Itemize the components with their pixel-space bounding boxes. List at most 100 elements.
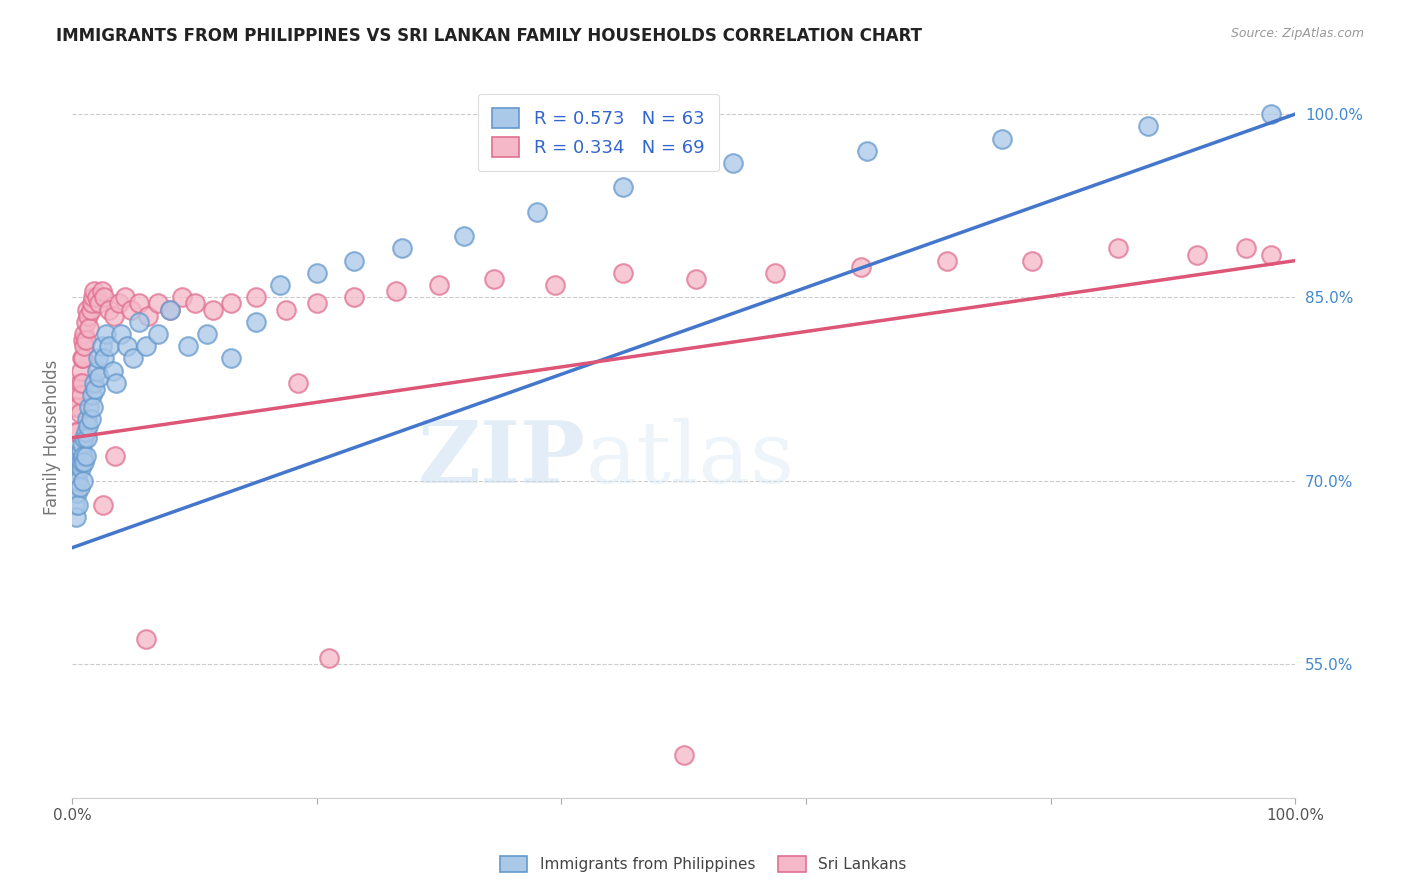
Point — [612, 180, 634, 194]
Text: Source: ZipAtlas.com: Source: ZipAtlas.com — [1230, 27, 1364, 40]
Point — [75, 315, 97, 329]
Point — [128, 315, 150, 329]
Point — [105, 376, 128, 390]
Point — [89, 296, 111, 310]
Point — [75, 425, 97, 439]
Point — [67, 498, 90, 512]
Point — [75, 449, 97, 463]
Point — [103, 309, 125, 323]
Point — [72, 351, 94, 366]
Point — [65, 401, 87, 415]
Point — [69, 388, 91, 402]
Point — [172, 290, 194, 304]
Point — [849, 260, 872, 274]
Point — [159, 302, 181, 317]
Point — [70, 376, 93, 390]
Point — [66, 455, 89, 469]
Point — [62, 480, 84, 494]
Point — [80, 388, 103, 402]
Point — [342, 253, 364, 268]
Point — [114, 290, 136, 304]
Point — [136, 309, 159, 323]
Text: IMMIGRANTS FROM PHILIPPINES VS SRI LANKAN FAMILY HOUSEHOLDS CORRELATION CHART: IMMIGRANTS FROM PHILIPPINES VS SRI LANKA… — [56, 27, 922, 45]
Point — [73, 455, 96, 469]
Point — [544, 278, 567, 293]
Point — [75, 333, 97, 347]
Point — [66, 485, 89, 500]
Point — [69, 376, 91, 390]
Point — [990, 131, 1012, 145]
Point — [67, 449, 90, 463]
Point — [73, 431, 96, 445]
Point — [201, 302, 224, 317]
Point — [146, 326, 169, 341]
Point — [146, 296, 169, 310]
Point — [1187, 247, 1209, 261]
Point — [90, 339, 112, 353]
Point — [91, 498, 114, 512]
Point — [765, 266, 787, 280]
Point — [856, 144, 879, 158]
Point — [70, 437, 93, 451]
Point — [89, 369, 111, 384]
Point — [66, 449, 89, 463]
Point — [83, 376, 105, 390]
Point — [195, 326, 218, 341]
Point — [65, 510, 87, 524]
Point — [1137, 120, 1160, 134]
Point — [245, 315, 267, 329]
Point — [183, 296, 205, 310]
Point — [79, 321, 101, 335]
Point — [1107, 242, 1129, 256]
Point — [80, 296, 103, 310]
Point — [79, 302, 101, 317]
Text: atlas: atlas — [586, 417, 794, 501]
Point — [90, 284, 112, 298]
Point — [159, 302, 181, 317]
Point — [70, 351, 93, 366]
Point — [65, 474, 87, 488]
Point — [93, 290, 115, 304]
Point — [135, 632, 157, 647]
Point — [120, 302, 142, 317]
Y-axis label: Family Households: Family Households — [44, 360, 60, 516]
Point — [269, 278, 291, 293]
Legend: R = 0.573   N = 63, R = 0.334   N = 69: R = 0.573 N = 63, R = 0.334 N = 69 — [478, 94, 718, 171]
Point — [305, 266, 328, 280]
Point — [84, 382, 107, 396]
Point — [63, 480, 86, 494]
Point — [79, 401, 101, 415]
Point — [69, 455, 91, 469]
Point — [67, 474, 90, 488]
Point — [69, 363, 91, 377]
Point — [427, 278, 450, 293]
Point — [83, 284, 105, 298]
Point — [72, 474, 94, 488]
Point — [77, 309, 100, 323]
Point — [287, 376, 309, 390]
Point — [63, 461, 86, 475]
Point — [72, 333, 94, 347]
Point — [77, 418, 100, 433]
Point — [385, 284, 408, 298]
Point — [66, 425, 89, 439]
Point — [79, 412, 101, 426]
Point — [1260, 247, 1282, 261]
Point — [305, 296, 328, 310]
Text: ZIP: ZIP — [418, 417, 586, 501]
Point — [1021, 253, 1043, 268]
Point — [73, 339, 96, 353]
Point — [721, 156, 744, 170]
Legend: Immigrants from Philippines, Sri Lankans: Immigrants from Philippines, Sri Lankans — [492, 848, 914, 880]
Point — [82, 401, 104, 415]
Point — [135, 339, 157, 353]
Point — [97, 302, 120, 317]
Point — [76, 412, 98, 426]
Point — [62, 449, 84, 463]
Point — [110, 326, 132, 341]
Point — [69, 442, 91, 457]
Point — [935, 253, 957, 268]
Point — [391, 242, 413, 256]
Point — [117, 339, 139, 353]
Point — [177, 339, 200, 353]
